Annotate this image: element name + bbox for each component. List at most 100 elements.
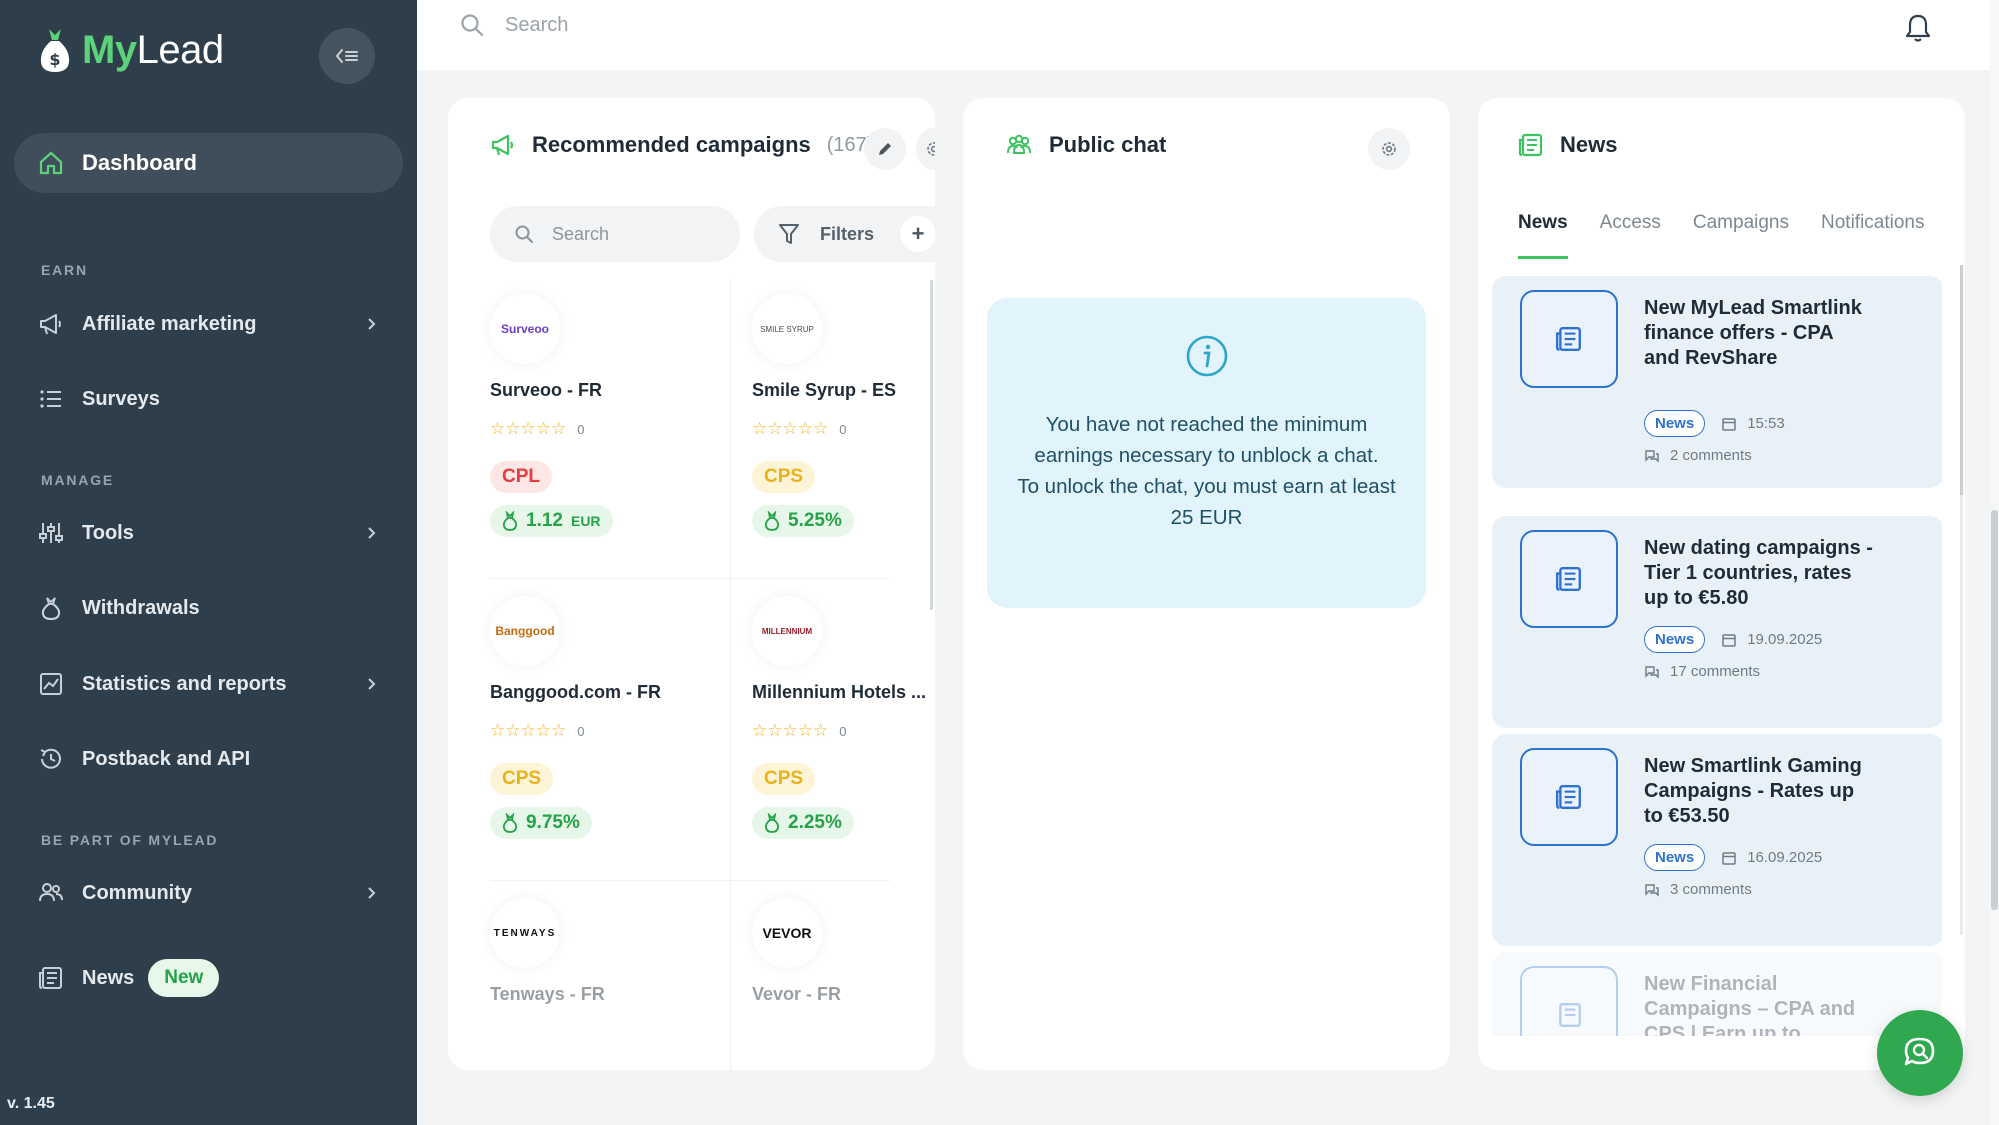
version-label: v. 1.45: [7, 1095, 55, 1112]
edit-campaigns-button[interactable]: [864, 128, 906, 170]
history-icon: [40, 748, 61, 769]
news-thumbnail: [1520, 748, 1618, 846]
notifications-button[interactable]: [1903, 12, 1933, 49]
campaign-card[interactable]: Banggood Banggood.com - FR ☆☆☆☆☆ 0 CPS 9.…: [490, 596, 690, 839]
rating-count: 0: [839, 723, 847, 739]
news-date: 15:53: [1721, 415, 1785, 432]
collapse-sidebar-button[interactable]: [319, 28, 375, 84]
money-bag-logo-icon: $: [40, 29, 70, 72]
grid-divider: [490, 578, 890, 579]
news-thumbnail: [1520, 290, 1618, 388]
logo-text: MyLead: [82, 27, 224, 72]
newspaper-icon: [39, 967, 62, 989]
svg-text:$: $: [49, 50, 60, 69]
sidebar-item-label: Community: [82, 881, 192, 904]
comments-icon: [1645, 449, 1659, 463]
section-label-manage: MANAGE: [41, 472, 115, 488]
news-header: News: [1518, 132, 1617, 158]
newspaper-icon: [1555, 327, 1581, 351]
chevron-right-icon: [368, 318, 376, 330]
news-item[interactable]: New Smartlink Gaming Campaigns - Rates u…: [1492, 734, 1942, 946]
grid-divider: [490, 880, 890, 881]
campaign-name: Tenways - FR: [490, 984, 605, 1004]
campaign-logo: VEVOR: [752, 898, 822, 968]
news-thumbnail: [1520, 530, 1618, 628]
sidebar-item-statistics[interactable]: Statistics and reports: [38, 664, 378, 704]
news-item[interactable]: New dating campaigns - Tier 1 countries,…: [1492, 516, 1942, 728]
sidebar-item-news[interactable]: News New: [38, 958, 378, 998]
filter-icon: [779, 224, 799, 244]
sidebar-item-label: Surveys: [82, 387, 160, 410]
sidebar-item-surveys[interactable]: Surveys: [38, 379, 378, 419]
section-label-be-part: BE PART OF MYLEAD: [41, 832, 219, 848]
news-item-title: New MyLead Smartlink finance offers - CP…: [1644, 297, 1862, 369]
sliders-icon: [39, 523, 63, 543]
rating-count: 0: [839, 421, 847, 437]
money-bag-icon: [41, 597, 61, 621]
campaign-type-badge: CPS: [752, 763, 816, 795]
campaign-card[interactable]: Surveoo Surveoo - FR ☆☆☆☆☆ 0 CPL 1.12 EUR: [490, 294, 690, 537]
news-date: 19.09.2025: [1721, 631, 1822, 648]
campaigns-header: Recommended campaigns (167): [490, 132, 873, 158]
news-item-meta: News 15:53: [1644, 410, 1785, 437]
topbar: [417, 0, 1999, 70]
tab-campaigns[interactable]: Campaigns: [1692, 212, 1789, 233]
news-thumbnail: [1520, 966, 1618, 1036]
campaign-payout: 1.12 EUR: [490, 505, 613, 537]
newspaper-icon: [1559, 1003, 1581, 1027]
campaign-card[interactable]: VEVOR Vevor - FR: [752, 898, 935, 1005]
new-badge: New: [148, 959, 220, 997]
tab-news[interactable]: News: [1518, 212, 1568, 259]
sidebar-item-postback[interactable]: Postback and API: [38, 739, 378, 779]
tab-access[interactable]: Access: [1599, 212, 1661, 233]
news-comments: 3 comments: [1644, 881, 1752, 898]
chat-locked-notice: You have not reached the minimum earning…: [987, 298, 1426, 608]
sidebar-item-label: Postback and API: [82, 747, 251, 770]
news-scrollbar[interactable]: [1960, 265, 1963, 935]
newspaper-icon: [1518, 133, 1543, 157]
campaigns-search-input[interactable]: [550, 222, 700, 246]
news-tabs: News Access Campaigns Notifications: [1518, 212, 1925, 259]
campaigns-scrollbar[interactable]: [930, 280, 933, 610]
rating-stars: ☆☆☆☆☆ 0: [752, 721, 847, 740]
news-item-title: New dating campaigns - Tier 1 countries,…: [1644, 537, 1873, 609]
info-icon: [1186, 335, 1227, 377]
campaign-card[interactable]: SMILE SYRUP Smile Syrup - ES ☆☆☆☆☆ 0 CPS …: [752, 294, 935, 537]
sidebar-item-affiliate-marketing[interactable]: Affiliate marketing: [38, 304, 378, 344]
sidebar: $ MyLead Dashboard EARN Affiliate market…: [0, 0, 417, 1125]
sidebar-item-dashboard[interactable]: Dashboard: [14, 133, 403, 193]
news-item[interactable]: New Financial Campaigns – CPA and CPS | …: [1492, 952, 1942, 1036]
sidebar-item-community[interactable]: Community: [38, 873, 378, 913]
sidebar-item-tools[interactable]: Tools: [38, 513, 378, 553]
news-scrollbar-thumb[interactable]: [1960, 265, 1963, 495]
public-chat-card: Public chat You have not reached the min…: [963, 98, 1450, 1070]
grid-divider: [730, 278, 731, 1070]
campaigns-settings-button[interactable]: [916, 128, 935, 170]
support-chat-button[interactable]: [1877, 1010, 1963, 1096]
news-item[interactable]: New MyLead Smartlink finance offers - CP…: [1492, 276, 1942, 488]
tab-notifications[interactable]: Notifications: [1821, 212, 1925, 233]
money-bag-icon: [764, 511, 780, 531]
mylead-logo[interactable]: $ MyLead: [38, 26, 224, 74]
calendar-icon: [1722, 417, 1736, 431]
campaign-type-badge: CPS: [490, 763, 554, 795]
campaign-card[interactable]: TENWAYS Tenways - FR: [490, 898, 690, 1005]
list-icon: [40, 390, 61, 408]
sidebar-item-withdrawals[interactable]: Withdrawals: [38, 588, 378, 628]
global-search-input[interactable]: [503, 12, 903, 38]
rating-stars: ☆☆☆☆☆ 0: [490, 721, 585, 740]
add-filter-button[interactable]: +: [900, 216, 935, 252]
chat-settings-button[interactable]: [1368, 128, 1410, 170]
campaign-payout: 9.75%: [490, 807, 592, 839]
chevron-right-icon: [368, 527, 376, 539]
section-label-earn: EARN: [41, 262, 88, 278]
news-list: New MyLead Smartlink finance offers - CP…: [1492, 276, 1942, 1036]
calendar-icon: [1722, 851, 1736, 865]
collapse-arrow-icon: [335, 49, 358, 63]
search-icon: [461, 14, 484, 37]
rating-count: 0: [577, 421, 585, 437]
campaign-card[interactable]: MILLENNIUM Millennium Hotels ... ☆☆☆☆☆ 0 …: [752, 596, 935, 839]
sidebar-item-label: News: [82, 966, 135, 989]
page-scrollbar-thumb[interactable]: [1991, 510, 1998, 910]
chat-locked-message: You have not reached the minimum earning…: [1017, 413, 1396, 529]
